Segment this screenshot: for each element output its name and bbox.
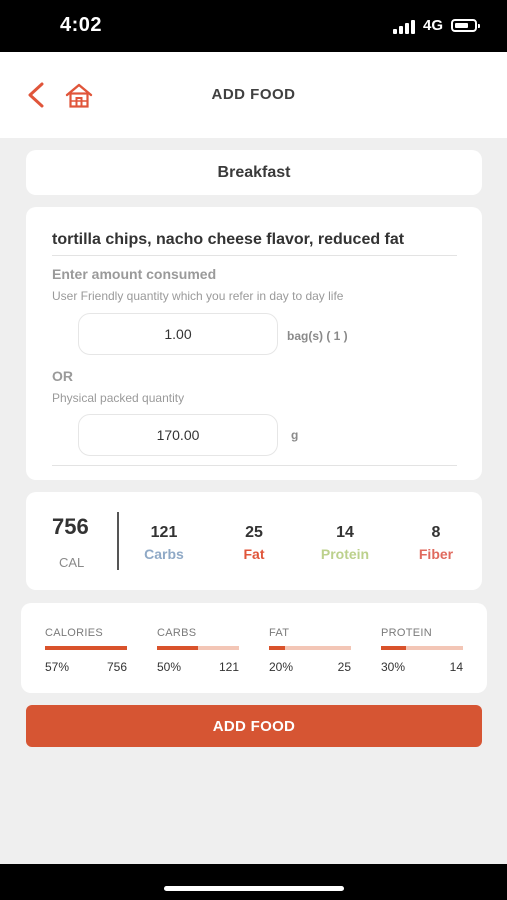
progress-calories: CALORIES 57% 756	[45, 627, 127, 674]
nutrition-summary: 756 CAL 121 Carbs 25 Fat 14 Protein 8 Fi…	[26, 492, 482, 590]
physical-quantity-subtitle: Physical packed quantity	[52, 391, 185, 405]
progress-value: 14	[449, 660, 463, 674]
progress-track	[381, 646, 463, 650]
macro-protein: 14 Protein	[310, 524, 380, 562]
macro-value: 8	[431, 524, 441, 541]
macro-value: 121	[150, 524, 178, 541]
macro-fiber: 8 Fiber	[401, 524, 471, 562]
macro-label: Fiber	[418, 546, 454, 562]
progress-title: FAT	[269, 627, 290, 639]
signal-icon	[392, 18, 415, 34]
progress-percent: 20%	[269, 660, 294, 674]
add-food-button[interactable]: ADD FOOD	[26, 705, 482, 747]
divider	[52, 255, 457, 256]
progress-percent: 50%	[157, 660, 182, 674]
progress-value: 756	[106, 660, 127, 674]
macro-label: Carbs	[144, 546, 184, 562]
summary-divider	[117, 512, 119, 570]
progress-percent: 30%	[381, 660, 406, 674]
battery-icon	[451, 19, 480, 32]
progress-track	[269, 646, 351, 650]
progress-title: CARBS	[157, 627, 197, 639]
macro-label: Fat	[243, 546, 265, 562]
progress-track	[45, 646, 127, 650]
weight-unit: g	[291, 428, 299, 442]
macro-fat: 25 Fat	[219, 524, 289, 562]
progress-fill	[45, 646, 127, 650]
meal-selector[interactable]: Breakfast	[26, 150, 482, 195]
divider	[52, 465, 457, 466]
progress-title: PROTEIN	[381, 627, 432, 639]
calories-label: CAL	[59, 555, 85, 570]
network-type: 4G	[422, 17, 443, 34]
back-arrow-icon[interactable]	[24, 80, 50, 110]
serving-unit: bag(s) ( 1 )	[287, 329, 348, 343]
serving-quantity-input[interactable]: 1.00	[78, 313, 278, 355]
status-bar: 4:02 4G	[0, 0, 507, 52]
progress-fill	[269, 646, 286, 650]
progress-track	[157, 646, 239, 650]
progress-carbs: CARBS 50% 121	[157, 627, 239, 674]
app-header: ADD FOOD	[0, 52, 507, 138]
home-indicator[interactable]	[164, 886, 344, 891]
meal-label: Breakfast	[217, 163, 291, 181]
food-quantity-card: tortilla chips, nacho cheese flavor, red…	[26, 207, 482, 480]
weight-quantity-input[interactable]: 170.00	[78, 414, 278, 456]
progress-protein: PROTEIN 30% 14	[381, 627, 463, 674]
or-label: OR	[52, 368, 73, 384]
progress-fill	[381, 646, 406, 650]
progress-value: 25	[337, 660, 351, 674]
bottom-bar	[0, 864, 507, 900]
macro-value: 25	[245, 524, 263, 541]
progress-fat: FAT 20% 25	[269, 627, 351, 674]
status-indicators: 4G	[392, 17, 480, 34]
calories-value: 756	[52, 514, 89, 539]
progress-percent: 57%	[45, 660, 70, 674]
progress-value: 121	[218, 660, 239, 674]
macro-label: Protein	[320, 546, 370, 562]
daily-progress-card: CALORIES 57% 756 CARBS 50% 121 FAT 20% 25 P…	[21, 603, 487, 693]
home-icon[interactable]	[64, 81, 94, 111]
amount-subtitle: User Friendly quantity which you refer i…	[52, 289, 344, 303]
status-time: 4:02	[60, 14, 103, 36]
macro-carbs: 121 Carbs	[129, 524, 199, 562]
progress-title: CALORIES	[45, 627, 104, 639]
macro-value: 14	[336, 524, 354, 541]
progress-fill	[157, 646, 198, 650]
food-name: tortilla chips, nacho cheese flavor, red…	[52, 231, 405, 248]
page-title: ADD FOOD	[211, 86, 296, 103]
amount-title: Enter amount consumed	[52, 266, 217, 282]
